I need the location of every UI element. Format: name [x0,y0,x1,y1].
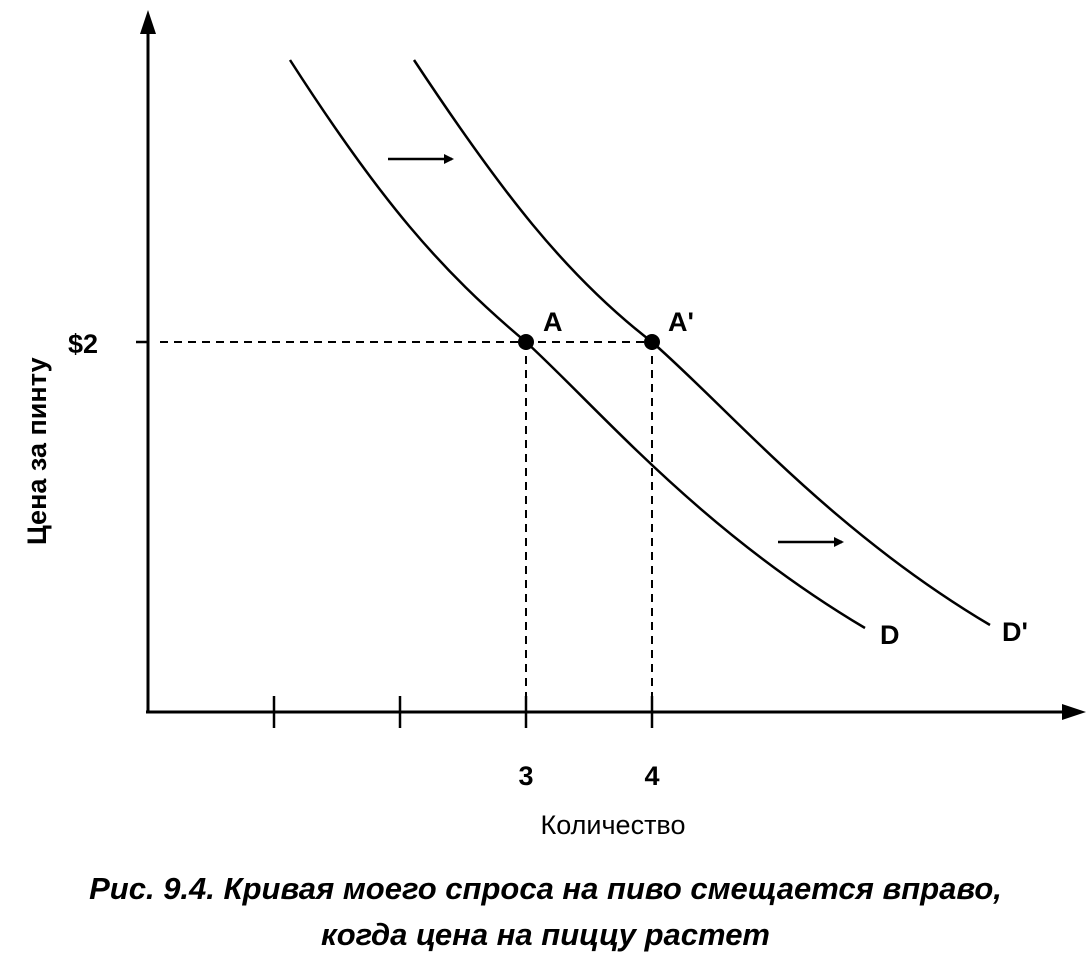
point-a-label: A [543,307,563,337]
x-tick-label-3: 3 [518,761,533,791]
y-tick-label: $2 [68,329,98,359]
x-axis-label: Количество [541,810,686,840]
curve-label-d: D [880,620,900,650]
x-tick-label-4: 4 [644,761,659,791]
y-axis-label: Цена за пинту [22,357,52,545]
point-a [518,334,534,350]
figure-caption: Рис. 9.4. Кривая моего спроса на пиво см… [0,866,1091,958]
point-a-prime-label: A' [668,307,694,337]
x-axis-arrow [1062,704,1086,720]
curve-label-d-prime: D' [1002,617,1028,647]
caption-line-2: когда цена на пиццу растет [320,917,770,952]
point-a-prime [644,334,660,350]
caption-line-1: Рис. 9.4. Кривая моего спроса на пиво см… [89,871,1002,906]
y-axis-arrow [140,10,156,34]
